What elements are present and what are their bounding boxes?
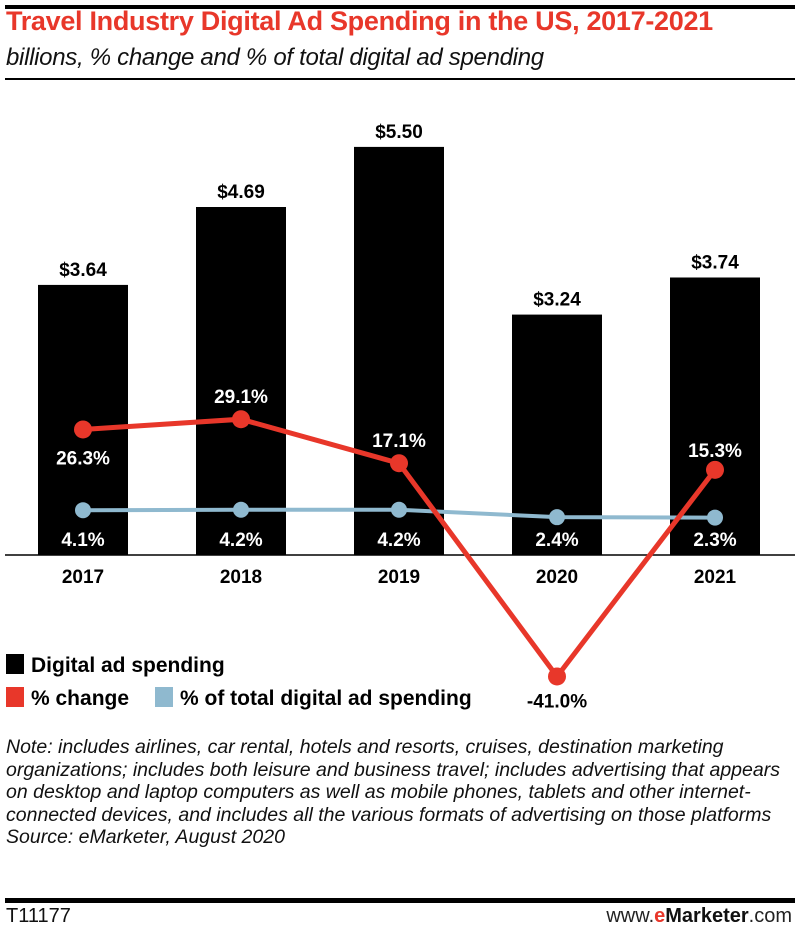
change-point — [232, 410, 250, 429]
share-point — [707, 509, 723, 526]
x-tick-label: 2020 — [536, 567, 578, 588]
share-point — [75, 502, 91, 519]
change-label: -41.0% — [527, 691, 587, 712]
bar-label: $3.24 — [533, 290, 581, 311]
footnote: Note: includes airlines, car rental, hot… — [6, 736, 796, 849]
bar-2019 — [354, 146, 444, 555]
change-label: 26.3% — [56, 448, 110, 469]
chart-subtitle: billions, % change and % of total digita… — [6, 44, 544, 71]
legend-label: % change — [31, 687, 129, 710]
legend-label: Digital ad spending — [31, 654, 225, 677]
bar-label: $5.50 — [375, 122, 423, 143]
change-point — [74, 420, 92, 439]
chart-code: T11177 — [6, 905, 71, 927]
change-point — [548, 667, 566, 686]
x-tick-label: 2019 — [378, 567, 420, 588]
emarketer-logo: www.eMarketer.com — [606, 905, 792, 928]
source-text: Source: eMarketer, August 2020 — [6, 826, 285, 848]
footer-rule — [5, 898, 795, 903]
chart-title: Travel Industry Digital Ad Spending in t… — [6, 6, 713, 36]
site-suffix: .com — [748, 905, 792, 927]
share-point — [233, 501, 249, 518]
bar-label: $4.69 — [217, 182, 265, 203]
share-label: 4.1% — [61, 530, 104, 551]
x-tick-label: 2018 — [220, 567, 262, 588]
share-label: 4.2% — [377, 530, 420, 551]
note-text: Note: includes airlines, car rental, hot… — [6, 736, 780, 826]
change-label: 29.1% — [214, 387, 268, 408]
bar-2018 — [196, 207, 286, 555]
top-rule — [5, 5, 795, 9]
legend-label: % of total digital ad spending — [180, 687, 472, 710]
legend-swatch — [155, 687, 173, 707]
share-point — [549, 509, 565, 526]
change-label: 17.1% — [372, 431, 426, 452]
share-label: 2.4% — [535, 530, 578, 551]
site-prefix: www. — [606, 905, 655, 927]
site-e: e — [654, 905, 666, 927]
header-rule — [5, 78, 795, 80]
x-tick-label: 2017 — [62, 567, 104, 588]
site-brand: Marketer — [665, 905, 749, 927]
change-label: 15.3% — [688, 441, 742, 462]
legend-swatch — [6, 654, 24, 674]
chart-area: $3.64 2017 $4.69 2018 $5.50 2019 $3.24 2020 $3.7… — [5, 122, 795, 712]
share-label: 2.3% — [693, 530, 736, 551]
x-tick-label: 2021 — [694, 567, 737, 588]
change-point — [706, 460, 724, 479]
share-point — [391, 501, 407, 518]
bar-label: $3.74 — [691, 252, 739, 273]
share-label: 4.2% — [219, 530, 262, 551]
bar-label: $3.64 — [59, 260, 107, 281]
legend-swatch — [6, 687, 24, 707]
change-point — [390, 454, 408, 473]
